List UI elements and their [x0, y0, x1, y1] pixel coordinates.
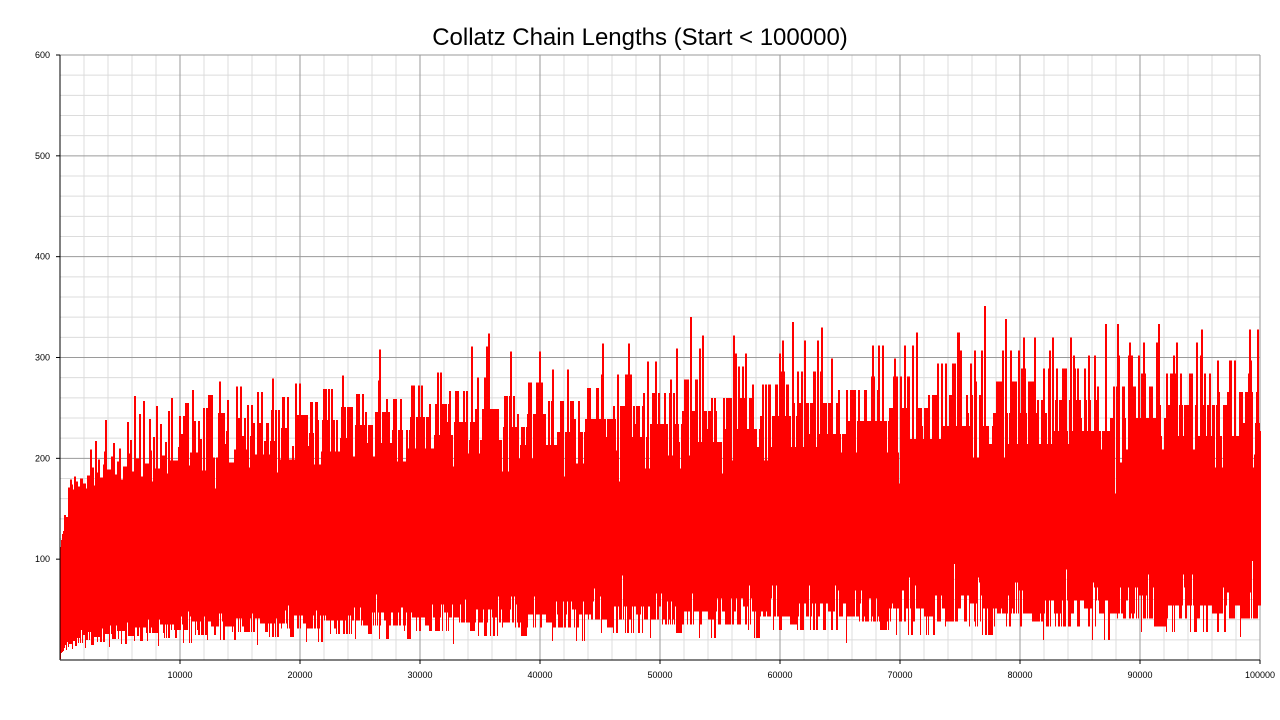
- x-tick-label: 30000: [407, 670, 432, 680]
- x-tick-label: 60000: [767, 670, 792, 680]
- x-tick-label: 70000: [887, 670, 912, 680]
- chart-title: Collatz Chain Lengths (Start < 100000): [432, 24, 848, 51]
- y-tick-label: 200: [35, 453, 50, 463]
- y-tick-label: 100: [35, 554, 50, 564]
- x-tick-label: 40000: [527, 670, 552, 680]
- x-tick-label: 100000: [1245, 670, 1275, 680]
- y-axis-ticks: 100 200 300 400 500 600: [35, 50, 60, 564]
- x-tick-label: 80000: [1007, 670, 1032, 680]
- y-tick-label: 400: [35, 252, 50, 262]
- x-axis-ticks: 10000 20000 30000 40000 50000 60000 70000 80000…: [167, 660, 1275, 680]
- x-tick-label: 50000: [647, 670, 672, 680]
- y-tick-label: 500: [35, 151, 50, 161]
- x-tick-label: 90000: [1127, 670, 1152, 680]
- x-tick-label: 10000: [167, 670, 192, 680]
- x-tick-label: 20000: [287, 670, 312, 680]
- y-tick-label: 300: [35, 353, 50, 363]
- y-tick-label: 600: [35, 50, 50, 60]
